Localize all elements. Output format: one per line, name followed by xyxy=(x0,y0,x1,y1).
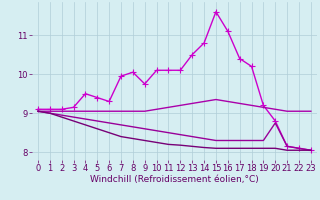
X-axis label: Windchill (Refroidissement éolien,°C): Windchill (Refroidissement éolien,°C) xyxy=(90,175,259,184)
